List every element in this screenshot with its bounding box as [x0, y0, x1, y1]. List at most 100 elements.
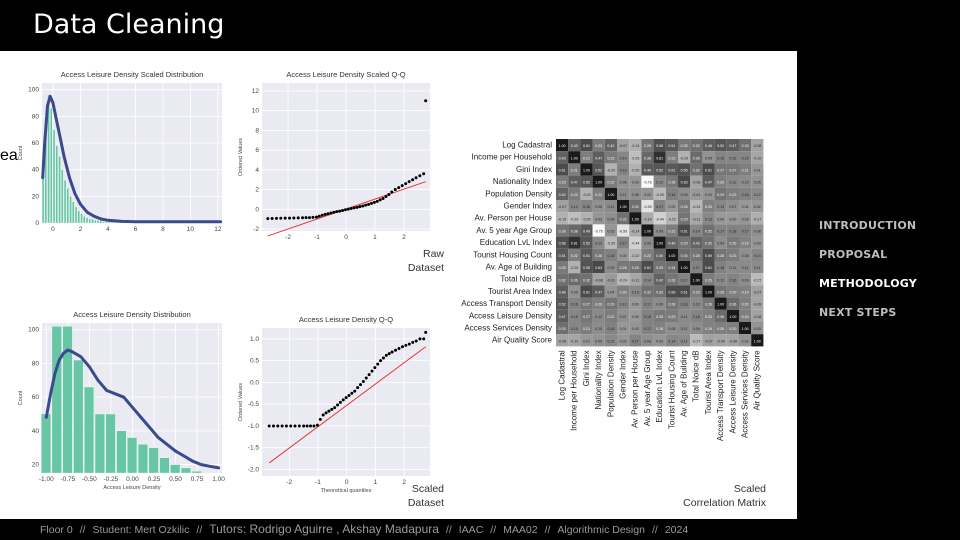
corr-caption-line2: Correlation Matrix [683, 497, 766, 509]
heatmap-value: 0.17 [693, 266, 700, 270]
heatmap-cell [568, 297, 581, 310]
qq-point [330, 407, 334, 411]
slide-title: Data Cleaning [33, 9, 225, 40]
chart-title: Access Leisure Density Scaled Distributi… [61, 70, 204, 79]
heatmap-value: 1.00 [717, 303, 724, 307]
heatmap-cell [617, 224, 630, 237]
heatmap-value: -0.25 [656, 193, 664, 197]
qq-point [283, 216, 287, 220]
histogram-bar [52, 129, 56, 224]
qq-point [326, 212, 330, 216]
heatmap-value: 0.14 [620, 156, 627, 160]
heatmap-cell [751, 151, 764, 164]
heatmap-value: 1.00 [583, 168, 590, 172]
y-axis-label: Ordered Values [238, 383, 244, 421]
heatmap-cell [568, 175, 581, 188]
heatmap-cell [568, 139, 581, 152]
heatmap-value: 0.20 [595, 303, 602, 307]
histogram-bar [105, 413, 116, 474]
heatmap-value: 0.08 [607, 217, 614, 221]
heatmap-value: -0.07 [753, 290, 761, 294]
heatmap-cell [702, 175, 715, 188]
heatmap-value: 0.20 [742, 303, 749, 307]
heatmap-cell [714, 236, 727, 249]
heatmap-value: 0.11 [681, 339, 688, 343]
qq-point [270, 216, 274, 220]
qq-point [373, 366, 377, 370]
heatmap-value: 1.00 [632, 217, 639, 221]
histogram-bar [50, 108, 53, 224]
heatmap-value: -0.22 [668, 217, 676, 221]
heatmap-cell [592, 163, 605, 176]
histogram-bar [47, 94, 50, 224]
heatmap-cell [641, 309, 654, 322]
heatmap-value: 0.26 [681, 205, 688, 209]
heatmap-cell [556, 322, 569, 335]
heatmap-cell [629, 322, 642, 335]
y-tick-label: -0.5 [248, 401, 260, 408]
heatmap-value: 0.81 [656, 156, 663, 160]
x-tick-label: 8 [161, 226, 165, 233]
histogram-bar [41, 413, 51, 474]
heatmap-value: 0.20 [705, 205, 712, 209]
heatmap-value: 0.28 [668, 278, 675, 282]
nav-item-proposal[interactable]: PROPOSAL [819, 248, 888, 261]
scaled-qq-chart: -2.0 -1.5 -1.0 -0.5 0.0 0.5 1.0 -2 -1 0 1 2 Access L… [238, 316, 430, 494]
column-label: Gender Index [619, 350, 628, 398]
qq-point [311, 215, 315, 219]
heatmap-value: 0.26 [595, 254, 602, 258]
qq-point [336, 403, 340, 407]
heatmap-cell [653, 151, 666, 164]
heatmap-value: 0.13 [632, 290, 639, 294]
heatmap-value: 0.32 [693, 168, 700, 172]
heatmap-cell [617, 322, 630, 335]
heatmap-cell [580, 212, 593, 225]
heatmap-cell [580, 248, 593, 261]
x-tick-label: 0.25 [148, 476, 161, 483]
heatmap-cell [617, 212, 630, 225]
raw-distribution-chart: 0 20 40 60 80 100 0 2 4 6 8 10 12 Access Leisure Dens… [18, 70, 223, 233]
heatmap-cell [653, 297, 666, 310]
heatmap-cell [604, 273, 617, 286]
qq-point [279, 216, 283, 220]
qq-point [407, 342, 411, 346]
heatmap-value: 0.25 [656, 315, 663, 319]
heatmap-value: 0.55 [583, 266, 590, 270]
heatmap-value: 0.47 [571, 181, 578, 185]
footer-separator: // [490, 524, 497, 536]
heatmap-value: 0.18 [644, 315, 651, 319]
heatmap-value: 0.61 [681, 229, 688, 233]
heatmap-cell [617, 285, 630, 298]
heatmap-value: 0.03 [656, 339, 663, 343]
heatmap-cell [629, 224, 642, 237]
nav-item-introduction[interactable]: INTRODUCTION [819, 219, 917, 232]
heatmap-cell [641, 322, 654, 335]
heatmap-cell [690, 322, 703, 335]
qq-point [327, 409, 331, 413]
heatmap-value: 0.00 [632, 315, 639, 319]
heatmap-value: 0.27 [583, 303, 590, 307]
heatmap-cell [678, 309, 691, 322]
heatmap-value: 1.00 [595, 181, 602, 185]
qq-point [361, 204, 365, 208]
column-label: Access Transport Density [716, 350, 725, 441]
footer: Floor 0 // Student: Mert Ozkilic // Tutors: … [40, 522, 688, 536]
heatmap-value: 0.49 [583, 229, 590, 233]
section-nav: INTRODUCTION PROPOSAL METHODOLOGY NEXT S… [819, 219, 917, 335]
heatmap-cell [702, 309, 715, 322]
heatmap-cell [702, 297, 715, 310]
heatmap-value: 0.32 [693, 144, 700, 148]
y-tick-label: 4 [255, 167, 259, 174]
nav-item-methodology[interactable]: METHODOLOGY [819, 277, 917, 290]
heatmap-value: -0.10 [753, 156, 761, 160]
nav-item-next-steps[interactable]: NEXT STEPS [819, 306, 897, 319]
heatmap-value: 0.16 [571, 303, 578, 307]
heatmap-value: 0.03 [607, 229, 614, 233]
heatmap-value: 0.58 [559, 242, 566, 246]
column-label: Tourist Area Index [704, 350, 713, 414]
qq-point [424, 330, 428, 334]
heatmap-cell [604, 334, 617, 347]
heatmap-cell [739, 285, 752, 298]
heatmap-value: 0.22 [668, 156, 675, 160]
row-label: Tourist Area Index [488, 287, 552, 296]
